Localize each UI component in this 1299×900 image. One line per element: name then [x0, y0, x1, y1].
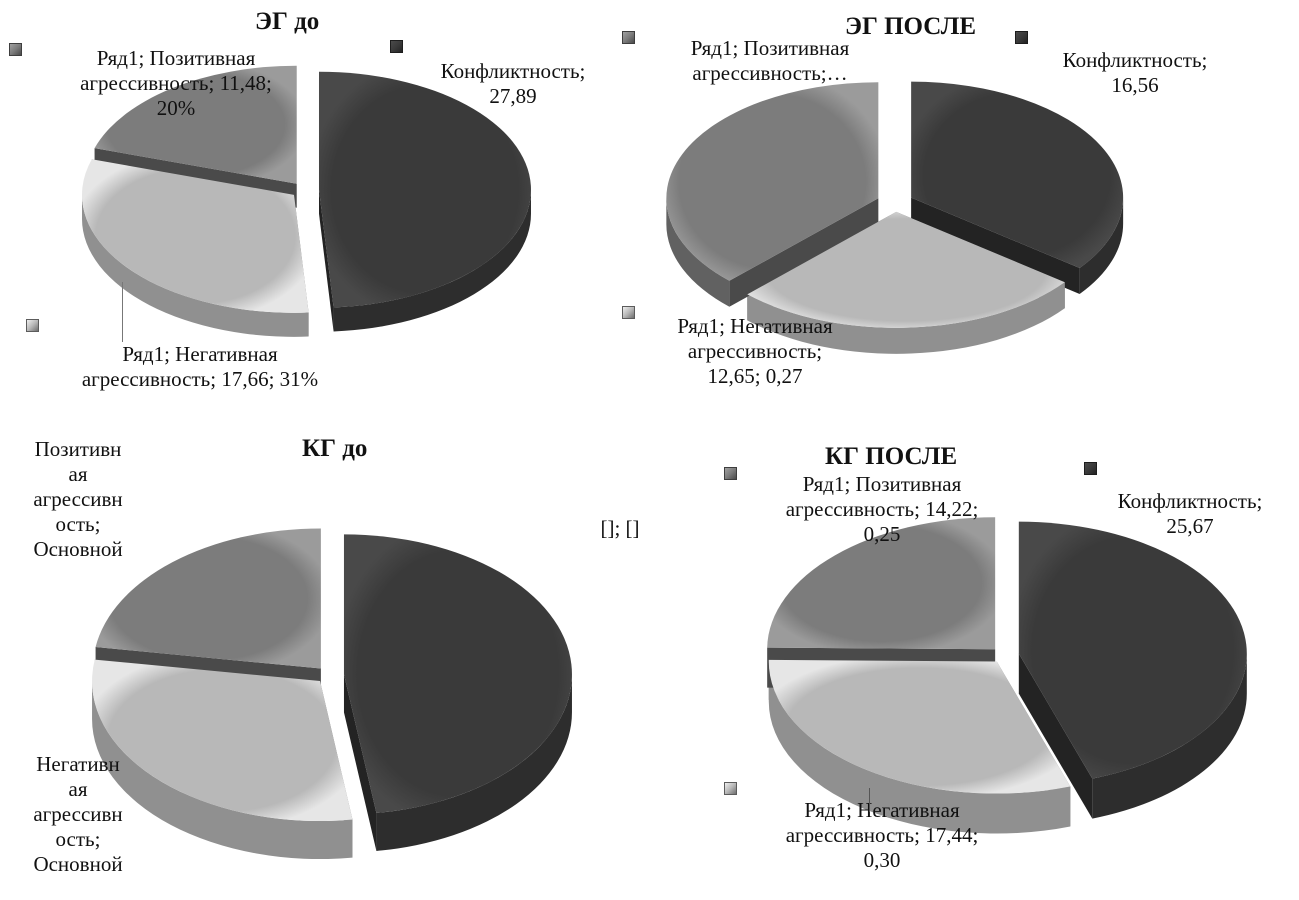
pie-slice-side [768, 661, 1071, 834]
pie-slice-конфликтность [1018, 521, 1247, 779]
pie-slice-конфликтность [911, 81, 1124, 269]
legend-marker-negative [26, 319, 39, 332]
pie-plot [81, 65, 531, 337]
data-label-conflict: Конфликтность; 16,56 [1062, 48, 1208, 97]
legend-marker-conflict [390, 40, 403, 53]
data-label-negative: Ряд1; Негативная агрессивность; 12,65; 0… [677, 314, 833, 388]
data-label-negative: Негативн ая агрессивн ость; Основной [33, 752, 123, 876]
pie-plot [767, 517, 1247, 834]
pie-plot [666, 81, 1124, 354]
pie-slice-позитивная-агрессивность [767, 517, 996, 650]
pie-slice-позитивная-агрессивность [94, 65, 297, 184]
legend-marker-positive [724, 467, 737, 480]
pie-slice-face [729, 198, 879, 307]
pie-slice-face [318, 189, 334, 332]
chart-eg-before: ЭГ до Конфликтность; 27,89 Ряд1; Позитив… [0, 0, 640, 400]
chart-eg-after: ЭГ ПОСЛЕ Конфликтность; 16,56 Ряд1; Пози… [622, 0, 1299, 410]
chart-title: КГ ПОСЛЕ [825, 443, 958, 470]
data-label-positive: Ряд1; Позитивная агрессивность;… [690, 36, 850, 85]
pie-slice-негативная-агрессивность [81, 159, 309, 313]
pie-slice-face [1018, 653, 1093, 819]
legend-marker-positive [9, 43, 22, 56]
pie-slice-side [1092, 653, 1247, 819]
chart-title: КГ до [302, 435, 368, 462]
pie-slice-side [92, 681, 353, 860]
pie-slice-негативная-агрессивность [747, 211, 1065, 328]
pie-slice-негативная-агрессивность [768, 659, 1071, 794]
pie-slice-side [1079, 197, 1124, 295]
pie-slice-негативная-агрессивность [92, 659, 353, 822]
data-label-positive: Позитивн ая агрессивн ость; Основной [33, 437, 123, 561]
legend-marker-negative [724, 782, 737, 795]
pie-plot [92, 528, 572, 860]
data-label-conflict: []; [] [600, 516, 640, 540]
pie-slice-конфликтность [343, 534, 572, 813]
chart-kg-after: КГ ПОСЛЕ Конфликтность; 25,67 Ряд1; Пози… [660, 410, 1299, 900]
data-label-negative: Ряд1; Негативная агрессивность; 17,66; 3… [81, 342, 319, 391]
pie-slice-позитивная-агрессивность [95, 528, 321, 669]
legend-marker-positive [622, 31, 635, 44]
legend-marker-negative [622, 306, 635, 319]
leader-line [869, 788, 870, 812]
pie-slice-side [666, 198, 730, 307]
pie-slice-side [81, 194, 309, 337]
data-label-negative: Ряд1; Негативная агрессивность; 17,44; 0… [785, 798, 979, 872]
chart-title: ЭГ ПОСЛЕ [845, 13, 977, 40]
chart-kg-before: КГ до Позитивн ая агрессивн ость; Основн… [0, 410, 660, 900]
data-label-conflict: Конфликтность; 25,67 [1117, 489, 1263, 538]
pie-slice-конфликтность [318, 71, 531, 308]
pie-slice-side [333, 189, 531, 332]
chart-title: ЭГ до [255, 8, 320, 35]
data-label-conflict: Конфликтность; 27,89 [440, 59, 586, 108]
legend-marker-conflict [1084, 462, 1097, 475]
legend-marker-conflict [1015, 31, 1028, 44]
pie-slice-side [376, 674, 572, 851]
pie-slice-face [911, 197, 1080, 295]
pie-slice-side [747, 282, 1065, 354]
pie-slice-позитивная-агрессивность [666, 82, 879, 281]
data-label-positive: Ряд1; Позитивная агрессивность; 11,48; 2… [80, 46, 272, 120]
leader-line [122, 282, 123, 342]
pie-slice-face [343, 674, 377, 851]
data-label-positive: Ряд1; Позитивная агрессивность; 14,22; 0… [785, 472, 979, 546]
